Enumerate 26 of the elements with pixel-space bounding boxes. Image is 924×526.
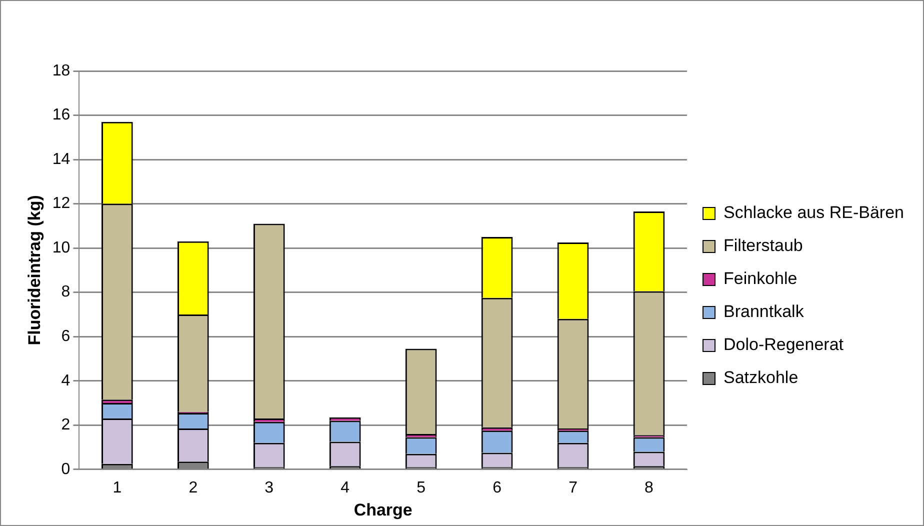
legend-label: Branntkalk — [724, 302, 804, 322]
x-axis-title: Charge — [354, 500, 412, 520]
y-axis-title: Fluorideintrag (kg) — [24, 195, 44, 346]
y-tick-label: 12 — [52, 195, 70, 212]
x-tick-label: 6 — [492, 479, 502, 496]
legend-label: Dolo-Regenerat — [724, 335, 844, 354]
y-tick-label: 16 — [52, 106, 70, 124]
y-tick-label: 10 — [52, 239, 70, 256]
legend-label: Filterstaub — [724, 236, 803, 256]
x-tick-label: 4 — [340, 479, 350, 496]
x-tick-label: 5 — [416, 479, 426, 496]
y-tick-label: 0 — [61, 460, 70, 478]
y-tick-label: 8 — [61, 284, 70, 301]
x-tick-label: 7 — [568, 479, 578, 496]
x-tick-label: 8 — [644, 479, 654, 496]
x-tick-label: 2 — [188, 479, 198, 496]
x-tick-label: 3 — [264, 479, 274, 496]
legend-label: Schlacke aus RE-Bären — [724, 203, 904, 222]
y-tick-label: 2 — [61, 416, 70, 434]
y-tick-label: 18 — [52, 62, 70, 80]
legend-label: Satzkohle — [724, 368, 798, 388]
y-tick-label: 6 — [61, 328, 70, 346]
x-tick-label: 1 — [112, 479, 122, 496]
legend-label: Feinkohle — [724, 269, 798, 288]
y-tick-label: 14 — [52, 150, 70, 168]
y-tick-label: 4 — [61, 372, 70, 390]
